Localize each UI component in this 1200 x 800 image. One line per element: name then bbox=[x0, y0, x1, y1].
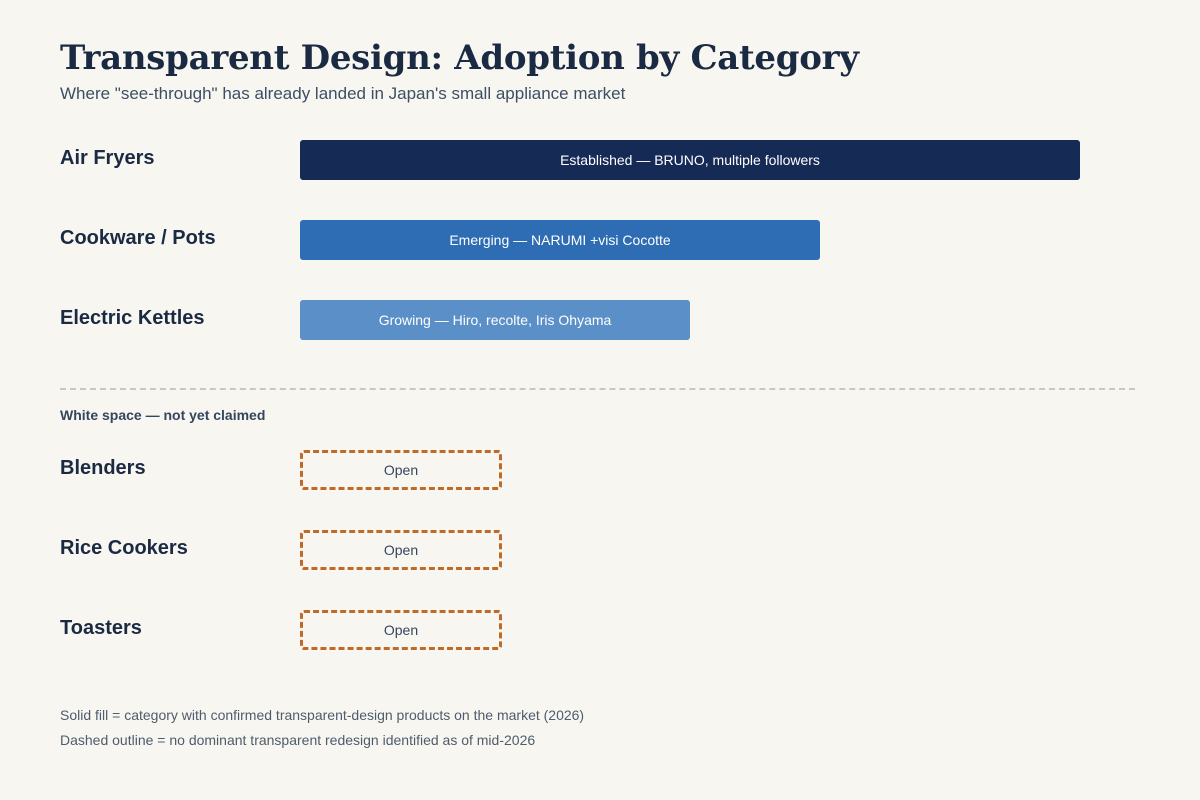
section-divider bbox=[60, 388, 1135, 390]
category-row-rice-cookers: Rice Cookers Open bbox=[0, 530, 1200, 570]
white-space-label: White space — not yet claimed bbox=[60, 407, 266, 423]
open-slot-rice-cookers: Open bbox=[300, 530, 502, 570]
category-label: Rice Cookers bbox=[60, 537, 188, 559]
category-row-blenders: Blenders Open bbox=[0, 450, 1200, 490]
chart-subtitle: Where "see-through" has already landed i… bbox=[60, 84, 626, 103]
category-label: Electric Kettles bbox=[60, 307, 205, 329]
chart-title: Transparent Design: Adoption by Category bbox=[60, 38, 859, 78]
category-label: Air Fryers bbox=[60, 147, 155, 169]
adoption-bar-air-fryers: Established — BRUNO, multiple followers bbox=[300, 140, 1080, 180]
legend-note-solid: Solid fill = category with confirmed tra… bbox=[60, 707, 585, 723]
category-label: Toasters bbox=[60, 617, 142, 639]
open-slot-blenders: Open bbox=[300, 450, 502, 490]
category-label: Blenders bbox=[60, 457, 146, 479]
open-slot-toasters: Open bbox=[300, 610, 502, 650]
category-row-air-fryers: Air Fryers Established — BRUNO, multiple … bbox=[0, 140, 1200, 180]
category-row-toasters: Toasters Open bbox=[0, 610, 1200, 650]
legend-note-dashed: Dashed outline = no dominant transparent… bbox=[60, 732, 536, 748]
adoption-bar-electric-kettles: Growing — Hiro, recolte, Iris Ohyama bbox=[300, 300, 690, 340]
category-label: Cookware / Pots bbox=[60, 227, 216, 249]
category-row-cookware-pots: Cookware / Pots Emerging — NARUMI +visi C… bbox=[0, 220, 1200, 260]
category-row-electric-kettles: Electric Kettles Growing — Hiro, recolte,… bbox=[0, 300, 1200, 340]
adoption-bar-cookware-pots: Emerging — NARUMI +visi Cocotte bbox=[300, 220, 820, 260]
